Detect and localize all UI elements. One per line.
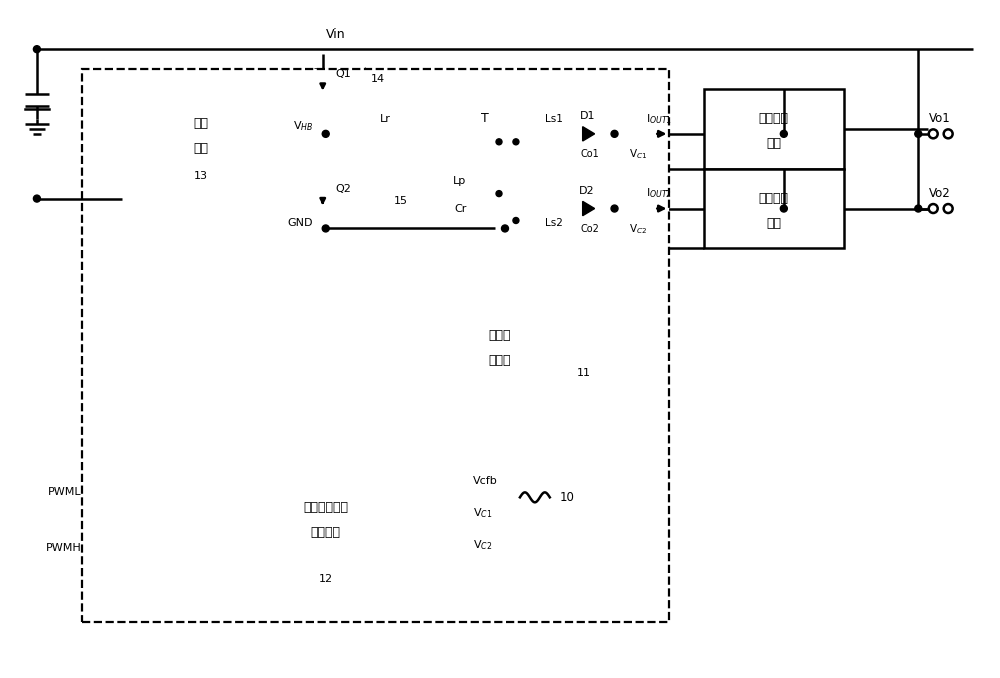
Polygon shape (583, 201, 595, 216)
Text: 11: 11 (577, 368, 591, 378)
Circle shape (33, 195, 40, 202)
Text: T: T (481, 113, 489, 125)
Bar (704, 169, 844, 248)
Text: PWML: PWML (48, 487, 82, 498)
Circle shape (915, 205, 922, 212)
Text: 10: 10 (560, 491, 575, 504)
Text: 电荷反: 电荷反 (489, 329, 511, 342)
Text: 13: 13 (194, 171, 208, 180)
Text: 驱动: 驱动 (194, 117, 209, 130)
Text: 开关控制信号: 开关控制信号 (303, 501, 348, 514)
Text: Vo1: Vo1 (929, 113, 951, 125)
Circle shape (496, 139, 502, 145)
Bar (82, 69, 669, 622)
Text: Vin: Vin (326, 28, 345, 41)
Text: 12: 12 (319, 574, 333, 584)
Text: Lp: Lp (453, 176, 466, 186)
Circle shape (915, 130, 922, 138)
Bar (122, 79, 281, 188)
Text: Vo2: Vo2 (929, 187, 951, 200)
Text: 产生电路: 产生电路 (311, 525, 341, 539)
Text: 第一控制: 第一控制 (759, 113, 789, 125)
Text: D2: D2 (579, 186, 595, 196)
Text: D1: D1 (579, 111, 595, 121)
Bar (102, 74, 356, 214)
Text: Co2: Co2 (581, 224, 600, 234)
Circle shape (322, 225, 329, 232)
Text: V$_{C1}$: V$_{C1}$ (629, 147, 648, 161)
Circle shape (496, 191, 502, 197)
Circle shape (513, 139, 519, 145)
Text: I$_{OUT2}$: I$_{OUT2}$ (646, 186, 672, 201)
Circle shape (33, 45, 40, 53)
Circle shape (322, 130, 329, 138)
Polygon shape (583, 127, 595, 141)
Circle shape (780, 205, 787, 212)
Circle shape (501, 225, 508, 232)
Circle shape (611, 130, 618, 138)
Text: 14: 14 (371, 74, 385, 84)
Text: Ls2: Ls2 (545, 218, 563, 228)
Text: 电路: 电路 (766, 217, 781, 230)
Bar (704, 89, 844, 169)
Circle shape (611, 205, 618, 212)
Text: Co1: Co1 (581, 149, 600, 159)
Text: 15: 15 (393, 195, 407, 205)
Text: Ls1: Ls1 (545, 114, 563, 124)
Bar (186, 458, 465, 597)
Text: 第二控制: 第二控制 (759, 192, 789, 205)
Text: Q2: Q2 (336, 184, 352, 194)
Text: V$_{HB}$: V$_{HB}$ (293, 119, 314, 133)
Text: Cr: Cr (454, 203, 466, 214)
Bar (435, 303, 565, 388)
Text: 馈电路: 馈电路 (489, 354, 511, 367)
Text: V$_{C2}$: V$_{C2}$ (629, 222, 648, 236)
Text: 电路: 电路 (194, 142, 209, 155)
Text: I$_{OUT1}$: I$_{OUT1}$ (646, 112, 672, 126)
Text: V$_{C1}$: V$_{C1}$ (473, 506, 492, 520)
Text: Vcfb: Vcfb (473, 476, 498, 486)
Text: 电路: 电路 (766, 138, 781, 151)
Text: Lr: Lr (380, 114, 391, 124)
Text: V$_{C2}$: V$_{C2}$ (473, 538, 492, 553)
Text: GND: GND (287, 218, 313, 228)
Text: PWMH: PWMH (46, 543, 82, 553)
Text: Q1: Q1 (336, 69, 351, 79)
Circle shape (513, 218, 519, 224)
Circle shape (780, 130, 787, 138)
